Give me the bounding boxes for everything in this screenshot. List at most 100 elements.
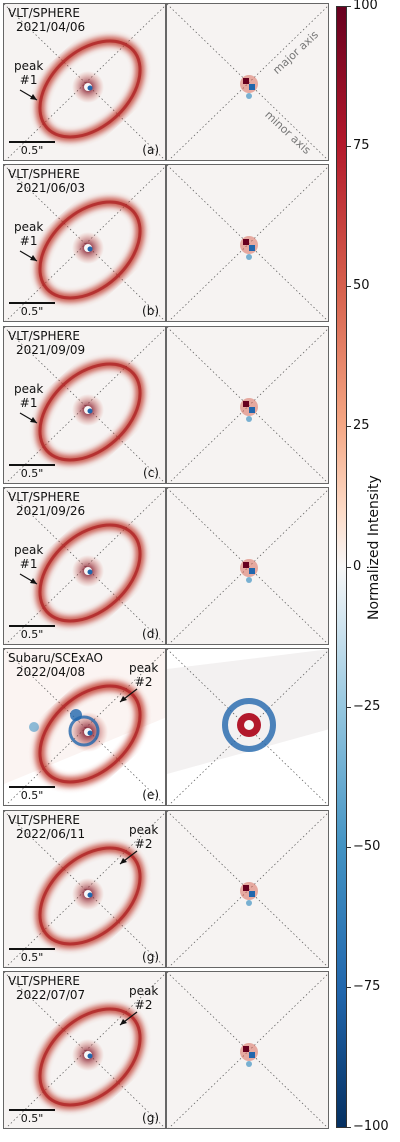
scale-bar: 0.5" xyxy=(9,464,55,480)
residual-image-panel xyxy=(166,326,329,484)
peak-arrow xyxy=(19,573,38,585)
peak-arrow xyxy=(19,89,38,101)
scale-label: 0.5" xyxy=(20,305,44,318)
panel-tag: (g) xyxy=(142,1111,159,1125)
peak-annotation: peak #2 xyxy=(129,984,159,1012)
panel-tag: (a) xyxy=(142,143,159,157)
colorbar-tick xyxy=(347,6,351,7)
residual-image xyxy=(167,972,328,1128)
instrument-label: VLT/SPHERE xyxy=(8,813,80,827)
residual-image xyxy=(167,4,328,160)
disk-image xyxy=(4,4,165,160)
colorbar xyxy=(336,6,347,1128)
panel-label: VLT/SPHERE 2022/07/07 xyxy=(8,974,85,1002)
colorbar-tick xyxy=(347,847,351,848)
disk-image-panel: VLT/SPHERE 2021/06/03 peak #1 0.5" (b) xyxy=(3,164,166,322)
colorbar-tick-label: 100 xyxy=(353,0,378,13)
disk-image-panel: VLT/SPHERE 2022/06/11 peak #2 0.5" (g) xyxy=(3,810,166,968)
colorbar-tick-label: −75 xyxy=(353,979,381,994)
residual-core xyxy=(240,75,258,99)
date-label: 2021/04/06 xyxy=(16,20,86,34)
scale-label: 0.5" xyxy=(20,1112,44,1125)
instrument-label: VLT/SPHERE xyxy=(8,490,80,504)
colorbar-tick xyxy=(347,567,351,568)
residual-core xyxy=(240,559,258,583)
residual-image xyxy=(167,165,328,321)
colorbar-tick xyxy=(347,146,351,147)
peak-annotation: peak #1 xyxy=(14,220,44,248)
date-label: 2021/06/03 xyxy=(16,181,86,195)
scale-label: 0.5" xyxy=(20,789,44,802)
instrument-label: VLT/SPHERE xyxy=(8,974,80,988)
scale-label: 0.5" xyxy=(20,467,44,480)
disk-image-panel: VLT/SPHERE 2021/09/26 peak #1 0.5" (d) xyxy=(3,487,166,645)
panel-tag: (b) xyxy=(142,304,159,318)
instrument-label: VLT/SPHERE xyxy=(8,6,80,20)
peak-arrow xyxy=(119,1011,138,1026)
disk-image xyxy=(4,811,165,967)
disk-image-panel: VLT/SPHERE 2021/04/06 peak #1 0.5" (a) xyxy=(3,3,166,161)
peak-arrow xyxy=(119,850,138,865)
peak-arrow xyxy=(19,412,38,424)
panel-tag: (g) xyxy=(142,950,159,964)
panel-label: VLT/SPHERE 2022/06/11 xyxy=(8,813,85,841)
disk-image xyxy=(4,649,165,805)
scale-label: 0.5" xyxy=(20,951,44,964)
colorbar-tick-label: 0 xyxy=(353,559,362,574)
disk-image xyxy=(4,972,165,1128)
colorbar-tick-label: 50 xyxy=(353,278,370,293)
colorbar-tick-label: −100 xyxy=(353,1119,389,1134)
disk-image xyxy=(4,488,165,644)
peak-annotation: peak #1 xyxy=(14,543,44,571)
residual-image xyxy=(167,327,328,483)
peak-arrow xyxy=(19,250,38,262)
figure-grid: VLT/SPHERE 2021/04/06 peak #1 0.5" (a) major a… xyxy=(3,3,333,1132)
residual-core xyxy=(240,236,258,260)
panel-label: VLT/SPHERE 2021/09/09 xyxy=(8,329,85,357)
scale-bar: 0.5" xyxy=(9,948,55,964)
peak-arrow xyxy=(119,688,138,703)
residual-image-panel xyxy=(166,810,329,968)
residual-image-panel xyxy=(166,971,329,1129)
scale-bar: 0.5" xyxy=(9,625,55,641)
disk-image-panel: Subaru/SCExAO 2022/04/08 peak #2 0.5" (e) xyxy=(3,648,166,806)
instrument-label: VLT/SPHERE xyxy=(8,329,80,343)
colorbar-tick-label: 75 xyxy=(353,138,370,153)
scale-bar: 0.5" xyxy=(9,141,55,157)
colorbar-tick xyxy=(347,286,351,287)
disk-image xyxy=(4,165,165,321)
colorbar-tick-label: −50 xyxy=(353,839,381,854)
colorbar-tick xyxy=(347,426,351,427)
scale-bar: 0.5" xyxy=(9,1109,55,1125)
panel-label: Subaru/SCExAO 2022/04/08 xyxy=(8,651,103,679)
instrument-label: Subaru/SCExAO xyxy=(8,651,103,665)
scale-label: 0.5" xyxy=(20,628,44,641)
residual-core xyxy=(240,398,258,422)
colorbar-tick xyxy=(347,707,351,708)
date-label: 2022/04/08 xyxy=(16,665,86,679)
residual-image-panel: major axis minor axis xyxy=(166,3,329,161)
panel-tag: (c) xyxy=(143,466,159,480)
disk-image xyxy=(4,327,165,483)
peak-annotation: peak #2 xyxy=(129,823,159,851)
instrument-label: VLT/SPHERE xyxy=(8,167,80,181)
peak-annotation: peak #1 xyxy=(14,59,44,87)
residual-core xyxy=(240,1043,258,1067)
disk-image-panel: VLT/SPHERE 2022/07/07 peak #2 0.5" (g) xyxy=(3,971,166,1129)
colorbar-tick xyxy=(347,987,351,988)
residual-image-panel xyxy=(166,487,329,645)
disk-image-panel: VLT/SPHERE 2021/09/09 peak #1 0.5" (c) xyxy=(3,326,166,484)
date-label: 2022/07/07 xyxy=(16,988,86,1002)
colorbar-title: Normalized Intensity xyxy=(366,475,382,620)
residual-core xyxy=(240,882,258,906)
colorbar-tick xyxy=(347,1127,351,1128)
date-label: 2022/06/11 xyxy=(16,827,86,841)
scale-bar: 0.5" xyxy=(9,786,55,802)
panel-label: VLT/SPHERE 2021/06/03 xyxy=(8,167,85,195)
residual-image xyxy=(167,488,328,644)
date-label: 2021/09/26 xyxy=(16,504,86,518)
date-label: 2021/09/09 xyxy=(16,343,86,357)
panel-tag: (e) xyxy=(142,788,159,802)
scale-label: 0.5" xyxy=(20,144,44,157)
residual-core xyxy=(222,698,276,752)
